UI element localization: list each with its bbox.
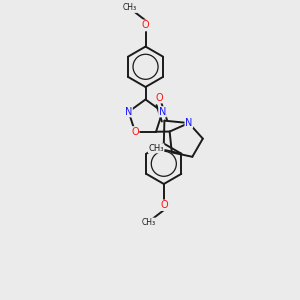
Text: N: N [185, 118, 193, 128]
Text: CH₃: CH₃ [123, 3, 137, 12]
Text: O: O [155, 93, 163, 103]
Text: N: N [125, 107, 132, 117]
Text: N: N [159, 107, 166, 117]
Text: O: O [131, 127, 139, 137]
Text: CH₃: CH₃ [141, 218, 155, 227]
Text: CH₃: CH₃ [148, 144, 164, 153]
Text: O: O [142, 20, 149, 30]
Text: O: O [160, 200, 168, 210]
